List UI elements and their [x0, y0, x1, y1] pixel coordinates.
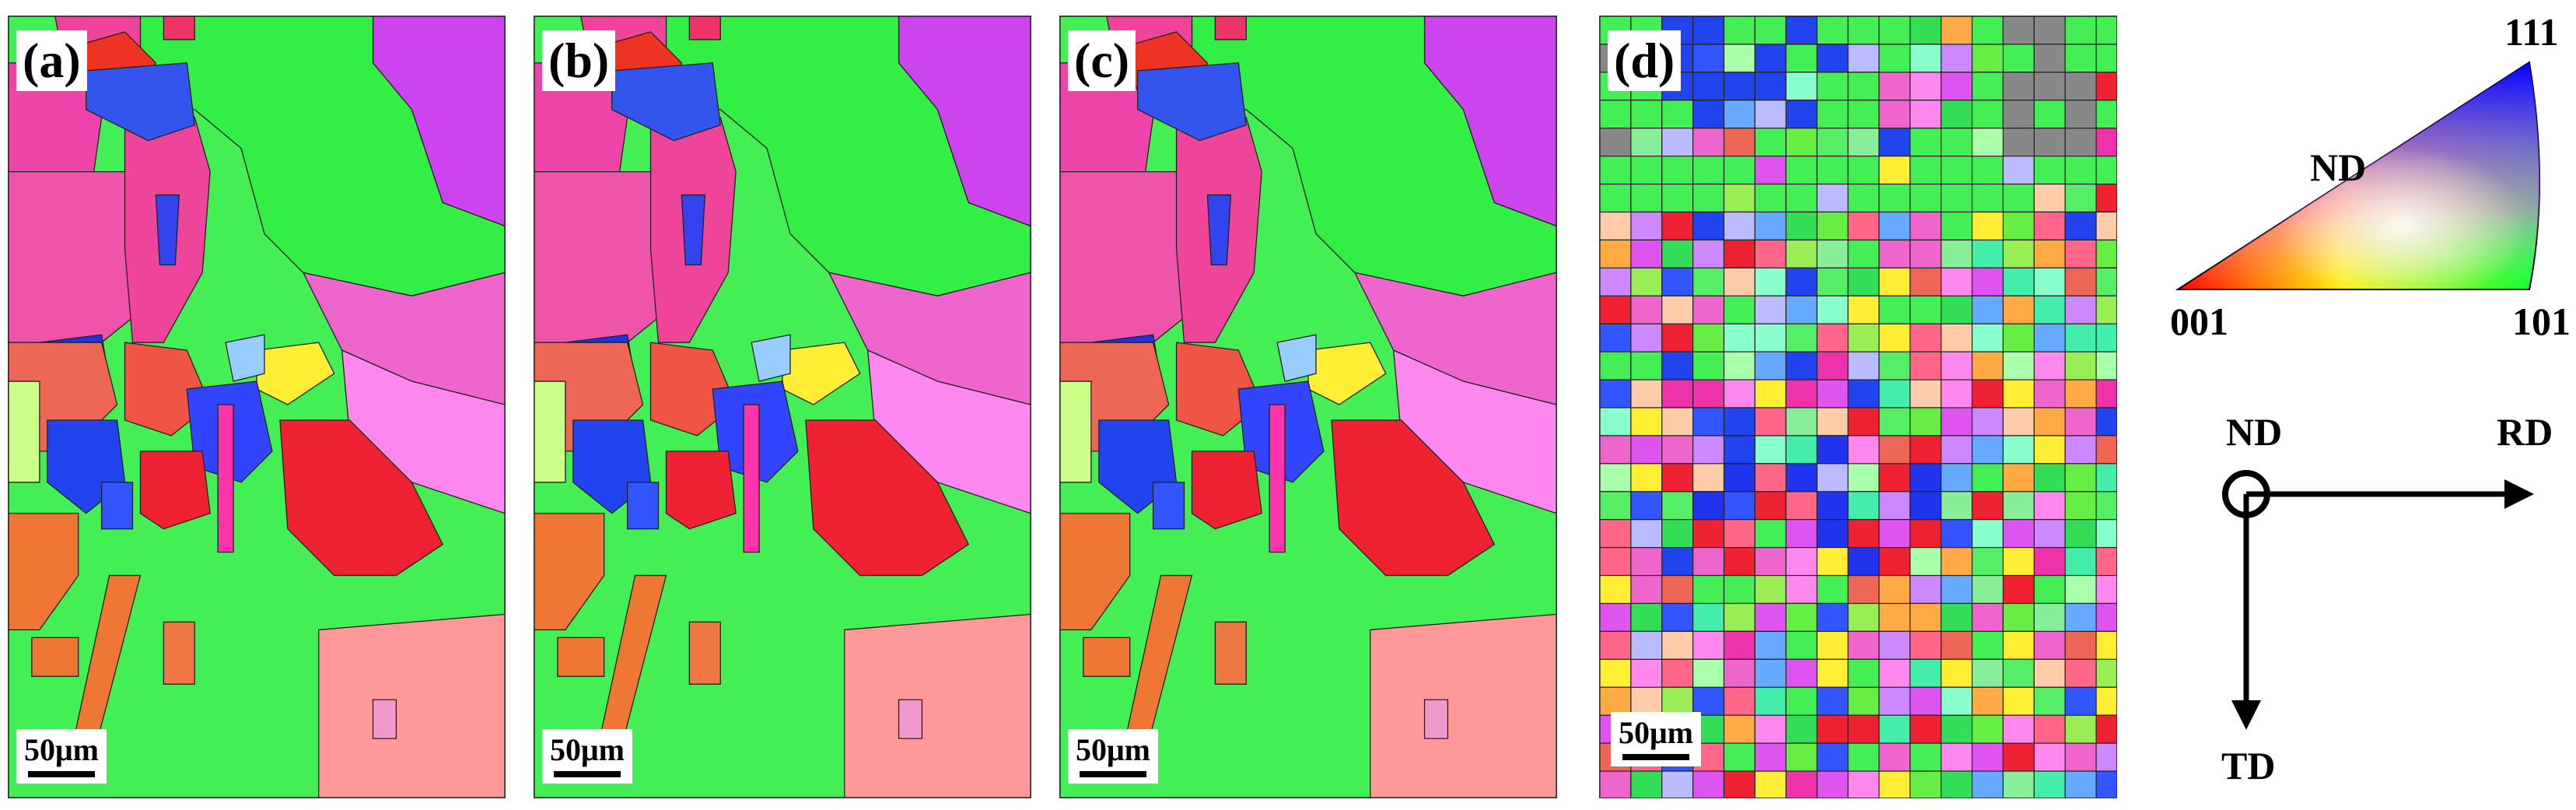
grain-map	[1600, 16, 2116, 798]
ebsd-map-c: (c) 50μm	[1059, 16, 1557, 798]
sample-axes	[2222, 470, 2534, 730]
legend-area: 111 ND 001 101 ND RD TD	[2170, 0, 2574, 810]
scale-bar-label: 50μm	[1076, 732, 1150, 767]
ebsd-map-a: (a) 50μm	[8, 16, 506, 798]
scale-bar: 50μm	[1068, 729, 1158, 784]
grain-map	[1060, 16, 1556, 798]
grain-map	[9, 16, 505, 798]
ipf-label-nd: ND	[2310, 146, 2367, 189]
panel-label: (d)	[1608, 30, 1682, 91]
scale-bar-line	[28, 771, 95, 777]
panel-label: (c)	[1068, 30, 1136, 91]
scale-bar-line	[554, 771, 621, 777]
ebsd-map-d: (d) 50μm	[1599, 16, 2117, 798]
axis-label-nd: ND	[2226, 410, 2283, 454]
scale-bar-line	[1080, 771, 1146, 777]
scale-bar: 50μm	[1611, 712, 1701, 766]
ebsd-map-b: (b) 50μm	[534, 16, 1031, 798]
scale-bar-label: 50μm	[550, 732, 625, 767]
td-arrow-icon	[2231, 700, 2261, 730]
axis-label-rd: RD	[2497, 410, 2553, 454]
scale-bar-label: 50μm	[1619, 715, 1693, 750]
grain-map	[534, 16, 1031, 798]
scale-bar-label: 50μm	[24, 732, 99, 767]
panel-label: (b)	[542, 30, 616, 91]
ipf-label-001: 001	[2170, 300, 2228, 343]
panel-label: (a)	[16, 30, 87, 91]
rd-arrow-icon	[2504, 479, 2534, 509]
ipf-label-111: 111	[2504, 10, 2559, 54]
ipf-label-101: 101	[2512, 300, 2571, 343]
scale-bar: 50μm	[16, 729, 107, 784]
scale-bar-line	[1622, 754, 1689, 760]
scale-bar: 50μm	[542, 729, 632, 784]
ipf-color-triangle	[2175, 61, 2540, 290]
axis-label-td: TD	[2221, 744, 2276, 787]
